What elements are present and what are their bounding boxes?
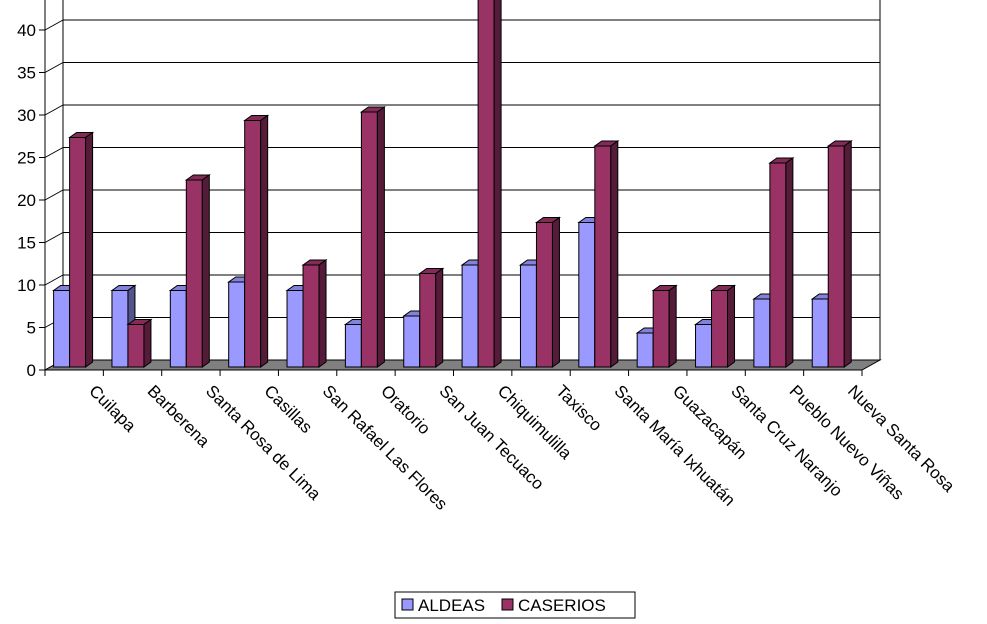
category-label-11: Santa Cruz Naranjo xyxy=(727,381,846,500)
y-tick-label-4: 20 xyxy=(17,191,36,210)
bar-front xyxy=(360,111,378,368)
bar-front xyxy=(53,290,71,368)
gridline-side-8 xyxy=(44,19,64,31)
category-label-2: Santa Rosa de Lima xyxy=(202,381,325,504)
bar-front xyxy=(519,264,537,368)
bar-side xyxy=(435,267,444,368)
bar-front xyxy=(769,162,787,368)
y-tick-label-0: 0 xyxy=(27,361,36,380)
gridline-side-3 xyxy=(44,232,64,243)
axes xyxy=(39,0,863,376)
bar-caserios-0 xyxy=(68,131,95,368)
gridline-side-4 xyxy=(44,189,64,201)
bar-side xyxy=(668,284,677,368)
bar-caserios-8 xyxy=(534,216,562,368)
bar-front xyxy=(185,179,203,368)
bar-front xyxy=(811,298,829,368)
category-label-5: Oratorio xyxy=(377,381,434,438)
bar-front xyxy=(461,264,479,368)
bar-caserios-12 xyxy=(768,157,795,368)
bar-caserios-7 xyxy=(477,0,502,368)
bar-side xyxy=(727,284,736,368)
bar-caserios-11 xyxy=(709,284,737,368)
category-label-6: San Juan Tecuaco xyxy=(435,381,547,493)
bar-front xyxy=(419,273,437,368)
bar-front xyxy=(594,145,612,368)
category-label-12: Pueblo Nuevo Viñas xyxy=(786,381,908,503)
bar-front xyxy=(344,324,362,368)
gridline-side-6 xyxy=(44,104,64,116)
bar-front xyxy=(127,324,145,368)
bar-caserios-6 xyxy=(418,267,445,368)
gridline-side-7 xyxy=(44,62,64,73)
bar-side xyxy=(376,106,385,368)
y-tick-label-2: 10 xyxy=(17,276,36,295)
bar-side xyxy=(143,318,152,368)
legend-box xyxy=(394,591,636,619)
bar-front xyxy=(695,324,713,368)
bar-caserios-9 xyxy=(593,140,620,368)
bar-side xyxy=(785,157,794,368)
bar-side xyxy=(260,114,269,368)
bar-caserios-13 xyxy=(826,140,853,368)
y-tick-label-6: 30 xyxy=(17,106,36,125)
bar-side xyxy=(85,131,94,368)
bar-front xyxy=(69,137,87,368)
bar-front xyxy=(711,290,729,368)
bar-front xyxy=(228,281,246,368)
y-tick-label-3: 15 xyxy=(17,234,36,253)
bar-side xyxy=(551,216,560,368)
bar-caserios-4 xyxy=(301,259,328,368)
bars xyxy=(52,0,853,368)
gridline-side-2 xyxy=(44,274,64,286)
bar-side xyxy=(610,140,619,368)
bar-front xyxy=(535,222,553,368)
bar-front xyxy=(636,332,654,368)
y-tick-label-1: 5 xyxy=(27,319,36,338)
bar-side xyxy=(201,174,210,368)
y-tick-label-5: 25 xyxy=(17,149,36,168)
bar-front xyxy=(403,315,421,368)
legend-swatch-0 xyxy=(401,598,414,611)
bar-front xyxy=(652,290,670,368)
legend-label-1: CASERIOS xyxy=(518,596,606,615)
bar-front xyxy=(753,298,771,368)
bar-front xyxy=(111,290,129,368)
bar-caserios-2 xyxy=(184,174,211,368)
bar-caserios-1 xyxy=(126,318,153,368)
bar-caserios-5 xyxy=(359,106,386,368)
bar-side xyxy=(493,0,502,368)
y-tick-label-7: 35 xyxy=(17,64,36,83)
bar-side xyxy=(318,259,327,368)
category-label-0: Cuilapa xyxy=(85,381,140,436)
bar-front xyxy=(169,290,187,368)
bar-front xyxy=(578,222,596,368)
bar-side xyxy=(843,140,852,368)
bar-caserios-3 xyxy=(243,114,270,368)
category-label-8: Taxisco xyxy=(552,381,606,435)
bar-front xyxy=(302,264,320,368)
y-tick-labels: 051015202530354045 xyxy=(17,21,36,380)
category-label-13: Nueva Santa Rosa xyxy=(844,381,959,496)
legend: ALDEAS CASERIOS xyxy=(394,591,636,619)
y-tick-label-8: 40 xyxy=(17,21,36,40)
bar-front xyxy=(827,145,845,368)
bar-front xyxy=(286,290,304,368)
legend-label-0: ALDEAS xyxy=(418,596,485,615)
legend-swatch-1 xyxy=(501,598,514,611)
category-label-1: Barberena xyxy=(144,381,214,451)
category-label-3: Casillas xyxy=(260,381,316,437)
bar-front xyxy=(477,0,495,368)
gridline-side-5 xyxy=(44,147,64,158)
bar-caserios-10 xyxy=(651,284,678,368)
bar-front xyxy=(244,120,262,368)
